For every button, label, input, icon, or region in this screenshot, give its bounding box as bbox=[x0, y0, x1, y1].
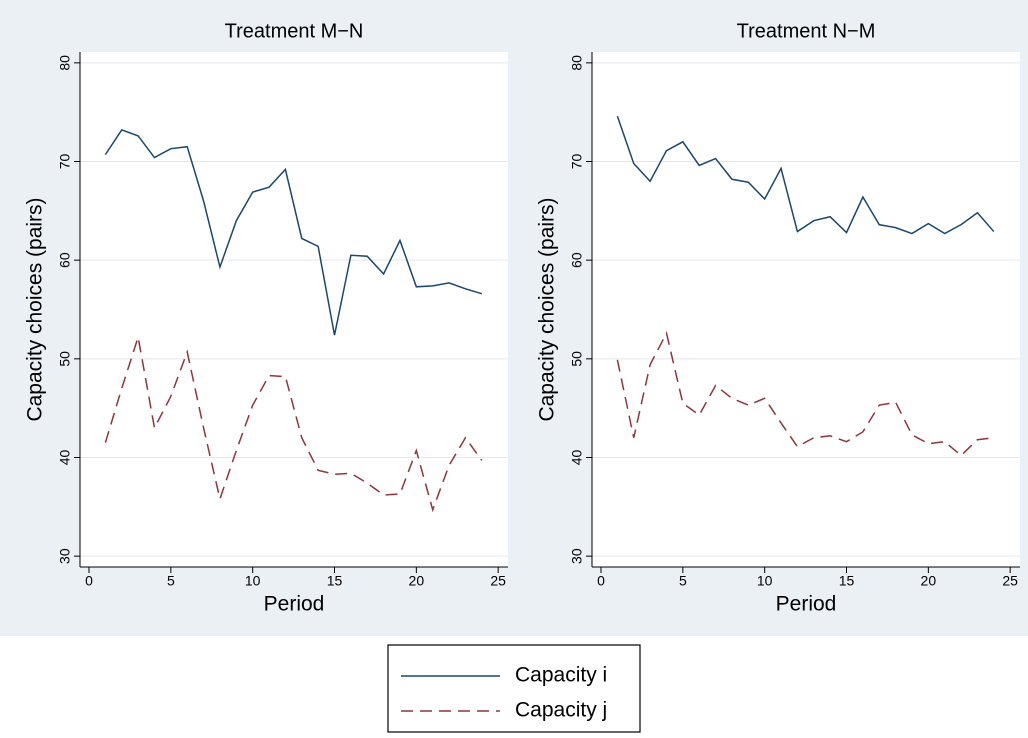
x-tick-label: 20 bbox=[409, 573, 425, 589]
y-tick-label: 40 bbox=[569, 449, 585, 465]
plot-area bbox=[80, 52, 508, 567]
x-axis-label: Period bbox=[264, 593, 325, 616]
x-tick-label: 0 bbox=[85, 573, 93, 589]
y-tick-label: 50 bbox=[569, 351, 585, 367]
x-tick-label: 15 bbox=[839, 573, 855, 589]
series-line bbox=[616, 115, 995, 235]
panel-title: Treatment M−N bbox=[225, 20, 364, 42]
y-tick-label: 80 bbox=[569, 55, 585, 71]
legend-label: Capacity j bbox=[515, 699, 607, 722]
x-tick-label: 5 bbox=[167, 573, 175, 589]
y-tick-label: 60 bbox=[569, 252, 585, 268]
y-axis-label: Capacity choices (pairs) bbox=[24, 197, 47, 421]
x-tick-label: 0 bbox=[597, 573, 605, 589]
y-tick-label: 70 bbox=[569, 154, 585, 170]
y-tick-label: 70 bbox=[57, 154, 73, 170]
x-tick-label: 15 bbox=[327, 573, 343, 589]
y-tick-label: 40 bbox=[57, 449, 73, 465]
y-axis-label: Capacity choices (pairs) bbox=[536, 197, 559, 421]
plot-area bbox=[592, 52, 1020, 567]
series-line bbox=[104, 336, 483, 513]
y-tick-label: 80 bbox=[57, 55, 73, 71]
x-tick-label: 10 bbox=[757, 573, 773, 589]
x-tick-label: 25 bbox=[490, 573, 506, 589]
panel-title: Treatment N−M bbox=[737, 20, 876, 42]
y-tick-label: 30 bbox=[569, 548, 585, 564]
series-line bbox=[104, 129, 483, 336]
x-tick-label: 25 bbox=[1002, 573, 1018, 589]
legend-label: Capacity i bbox=[515, 664, 607, 687]
legend-box bbox=[387, 644, 641, 733]
y-tick-label: 30 bbox=[57, 548, 73, 564]
x-tick-label: 20 bbox=[921, 573, 937, 589]
x-tick-label: 5 bbox=[679, 573, 687, 589]
x-axis-label: Period bbox=[776, 593, 837, 616]
y-tick-label: 50 bbox=[57, 351, 73, 367]
y-tick-label: 60 bbox=[57, 252, 73, 268]
series-line bbox=[616, 331, 994, 457]
x-tick-label: 10 bbox=[245, 573, 261, 589]
